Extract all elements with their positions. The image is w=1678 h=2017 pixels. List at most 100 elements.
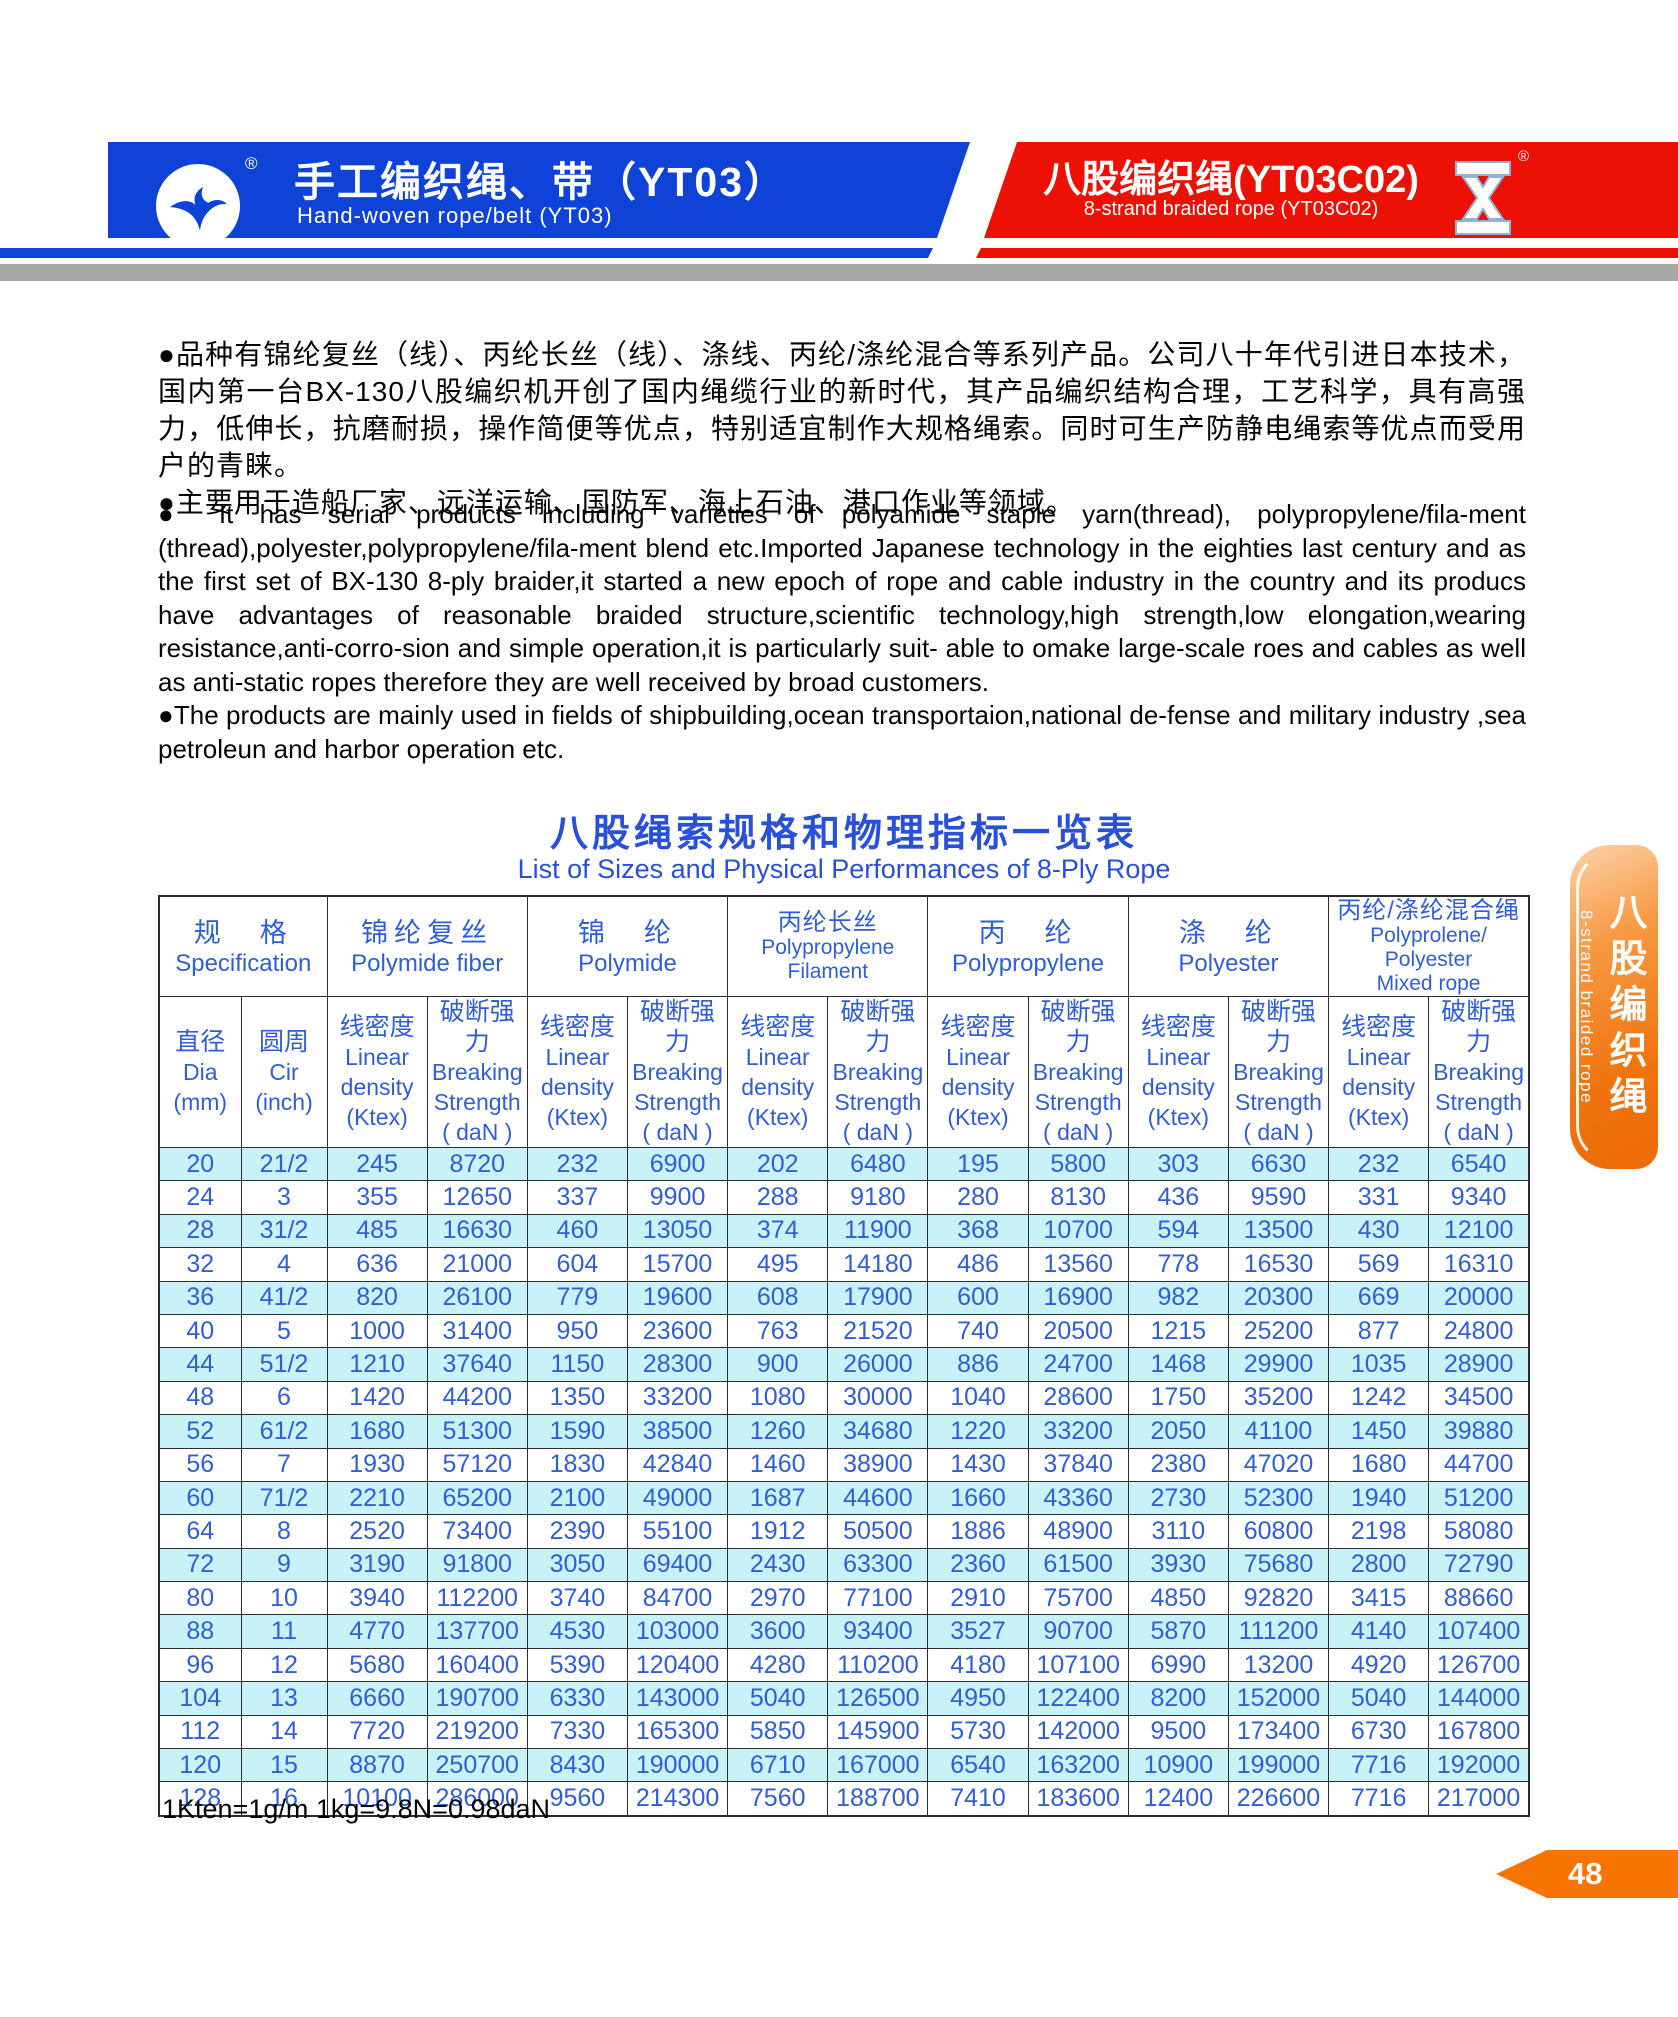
table-cell: 900 [727,1347,829,1382]
table-cell: 3050 [526,1547,628,1583]
table-cell: 5870 [1127,1614,1229,1649]
table-cell: 13050 [626,1213,729,1249]
table-cell: 88660 [1428,1581,1530,1616]
table-cell: 10100 [326,1781,428,1817]
table-cell: 1000 [326,1313,428,1349]
header-line: Polypropylene [952,950,1105,977]
table-cell: 21000 [426,1247,528,1282]
table-cell: 7410 [927,1781,1029,1817]
column-subheader: 线密度 Linear density (Ktex) [1328,996,1430,1148]
table-row: 36 41/2 820 26100 779 19600 608 17900 600 16900 98… [158,1280,1530,1315]
table-cell: 39880 [1428,1414,1530,1449]
table-cell: 199000 [1227,1748,1330,1783]
table-cell: 33200 [626,1380,729,1416]
table-cell: 1350 [526,1380,628,1416]
table-cell: 30000 [827,1380,929,1416]
spec-table: 规 格 Specification 锦纶复丝 Polymide fiber 锦 纶 Pol… [158,895,1530,1817]
header-line: density [540,1074,614,1100]
table-cell: 303 [1127,1146,1229,1182]
table-cell: 48900 [1027,1514,1129,1549]
column-group-header: 涤 纶 Polyester [1127,895,1330,997]
table-cell: 1450 [1328,1414,1430,1449]
column-subheader: 破断强力 Breaking Strength ( daN ) [1027,996,1129,1148]
table-cell: 4850 [1127,1581,1229,1616]
table-cell: 6540 [1428,1146,1530,1182]
header-line: (inch) [255,1089,313,1115]
header-line: Linear [1146,1044,1211,1070]
table-cell: 4950 [927,1681,1029,1716]
table-cell: 1940 [1328,1480,1430,1516]
header-line: 破断强力 [1040,998,1116,1056]
header-line: 规 格 [193,918,293,948]
table-cell: 5850 [727,1714,829,1750]
table-cell: 877 [1328,1313,1430,1349]
table-cell: 495 [727,1247,829,1282]
table-cell: 3110 [1127,1514,1229,1549]
table-title-zh: 八股绳索规格和物理指标一览表 [549,813,1138,855]
header-line: Linear [345,1044,410,1070]
table-cell: 11900 [827,1213,929,1249]
table-cell: 2390 [526,1514,628,1549]
column-subheader: 破断强力 Breaking Strength ( daN ) [1428,996,1530,1148]
table-cell: 3415 [1328,1581,1430,1616]
column-subheader: 线密度 Linear density (Ktex) [1127,996,1229,1148]
table-cell: 90700 [1027,1614,1129,1649]
table-cell: 232 [526,1146,628,1182]
header-line: (Ktex) [346,1104,408,1130]
table-cell: 58080 [1428,1514,1530,1549]
header-line: 丙纶/涤纶混合绳 [1337,897,1520,924]
rope-hourglass-icon [1455,161,1511,235]
intro-zh-line: ●主要用于造船厂家、远洋运输、国防军、海上石油、港口作业等领域。 [158,487,1075,518]
header-line: 破断强力 [1240,998,1316,1056]
registered-mark-left: ® [245,154,258,173]
table-cell: 12400 [1127,1781,1229,1817]
column-group-header: 丙纶/涤纶混合绳 Polyprolene/ Polyester Mixed rope [1328,895,1530,997]
table-cell: 9180 [827,1180,929,1215]
table-cell: 63300 [827,1547,929,1583]
table-cell: 188700 [827,1781,929,1817]
table-cell: 61500 [1027,1547,1129,1583]
column-subheader: 破断强力 Breaking Strength ( daN ) [626,996,729,1148]
header-line: density [741,1074,815,1100]
table-cell: 92820 [1227,1581,1330,1616]
table-cell: 1215 [1127,1313,1229,1349]
table-row: 112 14 7720 219200 7330 165300 5850 145900 5730 1… [158,1714,1530,1750]
table-cell: 36 [158,1280,242,1315]
table-cell: 104 [158,1681,242,1716]
header-line: 线密度 [539,1013,615,1041]
table-cell: 6480 [827,1146,929,1182]
header-line: 线密度 [1341,1013,1417,1041]
table-cell: 1260 [727,1414,829,1449]
header-line: 破断强力 [840,998,916,1056]
header-line: ( daN ) [1243,1119,1314,1145]
table-cell: 4180 [927,1647,1029,1683]
table-cell: 7560 [727,1781,829,1817]
header-line: Dia [182,1059,218,1085]
table-cell: 286000 [426,1781,528,1817]
header-line: (Ktex) [1147,1104,1210,1130]
table-cell: 6540 [927,1748,1029,1783]
table-cell: 19600 [626,1280,729,1315]
table-cell: 4920 [1328,1647,1430,1683]
table-cell: 604 [526,1247,628,1282]
table-cell: 9590 [1227,1180,1330,1215]
table-cell: 28900 [1428,1347,1530,1382]
table-cell: 57120 [426,1447,528,1482]
table-row: 44 51/2 1210 37640 1150 28300 900 26000 886 24700… [158,1347,1530,1382]
table-cell: 6 [240,1380,328,1416]
table-cell: 7330 [526,1714,628,1750]
column-subheader: 破断强力 Breaking Strength ( daN ) [426,996,528,1148]
accent-strip-red [976,248,1678,258]
table-row: 120 15 8870 250700 8430 190000 6710 167000 6540 1… [158,1748,1530,1783]
header-banner-right [984,142,1678,238]
table-cell: 190000 [626,1748,729,1783]
table-cell: 5040 [727,1681,829,1716]
table-cell: 3930 [1127,1547,1229,1583]
table-cell: 75680 [1227,1547,1330,1583]
table-cell: 4530 [526,1614,628,1649]
table-cell: 2910 [927,1581,1029,1616]
table-cell: 6710 [727,1748,829,1783]
table-cell: 91800 [426,1547,528,1583]
table-cell: 23600 [626,1313,729,1349]
table-cell: 16630 [426,1213,528,1249]
